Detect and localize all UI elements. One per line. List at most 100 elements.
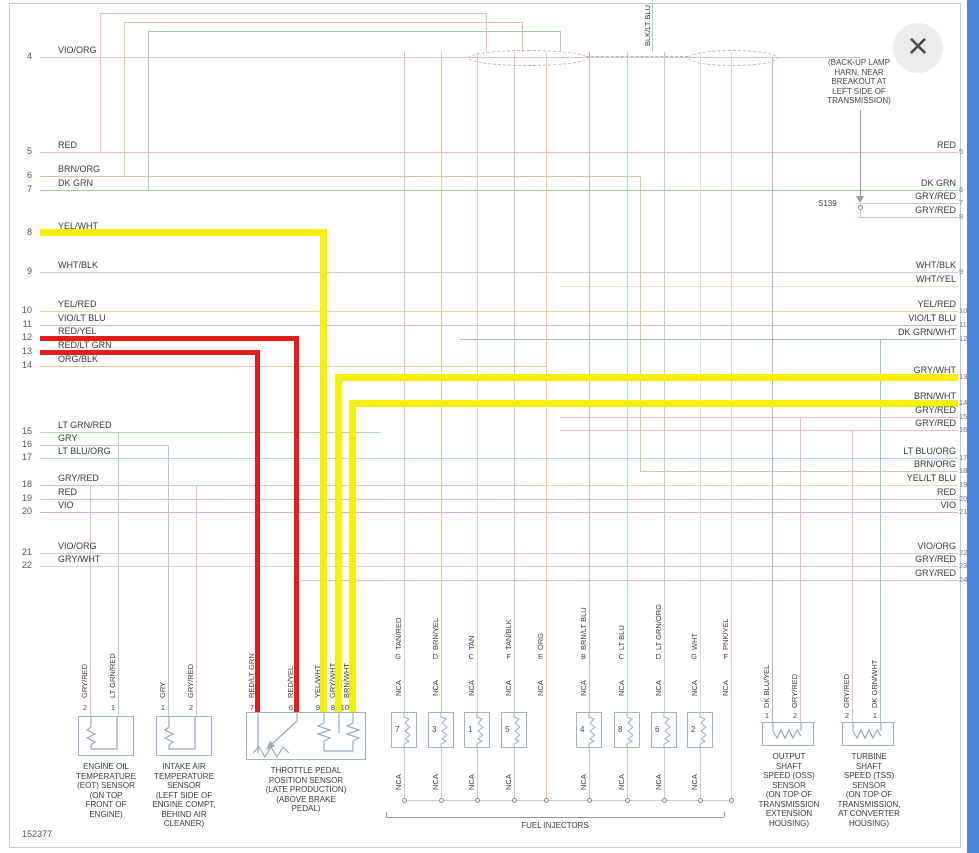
wire-segment-horizontal	[124, 22, 522, 23]
wire-color-label-vertical: BLK/LT BLU	[643, 5, 652, 46]
wire-segment-horizontal	[40, 190, 958, 191]
wire-color-label-vertical: TAN/BLK	[504, 619, 513, 650]
wire-color-label: RED	[936, 487, 956, 497]
wire-segment-vertical	[664, 748, 665, 800]
wire-color-label: YEL/RED	[917, 299, 956, 309]
tss-sensor-box	[842, 722, 894, 746]
injector-coil-icon	[588, 713, 596, 747]
terminal-letter: C	[618, 652, 624, 661]
pin-number: 1	[764, 711, 769, 720]
connector-row-number: 9	[26, 266, 32, 276]
wire-segment-vertical	[441, 748, 442, 800]
eot-sensor-box	[78, 716, 134, 756]
wire-color-label: GRY/WHT	[913, 365, 956, 375]
wire-segment-vertical	[477, 52, 478, 712]
connector-row-number: 20	[21, 506, 32, 516]
injector-box: 5	[501, 712, 527, 748]
nca-label: NCA	[654, 774, 663, 790]
connector-row-number: 22	[21, 560, 32, 570]
wire-segment-horizontal	[386, 817, 724, 818]
nca-label: NCA	[504, 680, 513, 696]
nca-label: NCA	[654, 680, 663, 696]
wire-segment-horizontal	[530, 485, 958, 486]
connector-row-number: 21	[21, 547, 32, 557]
connector-row-number: 8	[959, 212, 964, 221]
wire-segment-vertical	[731, 52, 732, 798]
wire-color-label-vertical: GRY/RED	[790, 673, 799, 708]
connector-row-number: 15	[959, 412, 968, 421]
pin-number: 7	[249, 703, 254, 712]
wire-color-label: GRY/RED	[58, 473, 99, 483]
wire-color-label-vertical: BRN/WHT	[342, 663, 351, 698]
wire-color-label: VIO/ORG	[58, 541, 97, 551]
pin-number: 10	[340, 703, 349, 712]
splice-junction	[729, 798, 734, 803]
wire-color-label: RED	[58, 487, 78, 497]
wire-segment-vertical	[404, 748, 405, 800]
close-icon: ×	[907, 25, 929, 66]
wire-segment-vertical	[627, 52, 628, 712]
wire-color-label: RED/YEL	[58, 326, 97, 336]
window-scrollbar[interactable]	[967, 0, 979, 853]
wire-color-label: LT BLU/ORG	[903, 446, 956, 456]
terminal-letter: F	[723, 652, 728, 661]
harness-bundle-dashed-left	[468, 50, 588, 66]
wire-color-label-vertical: DK GRN/WHT	[870, 659, 879, 708]
connector-row-number: 13	[21, 346, 32, 356]
injector-box: 6	[651, 712, 677, 748]
wire-color-label: VIO	[58, 500, 74, 510]
harness-bundle-dashed-link	[586, 56, 688, 57]
wire-segment-horizontal	[460, 339, 958, 340]
connector-row-number: 13	[959, 372, 968, 381]
wire-color-label: VIO/ORG	[58, 45, 97, 55]
wire-segment-horizontal	[640, 471, 958, 472]
wire-segment-horizontal	[858, 217, 958, 218]
fuel-injectors-label: FUEL INJECTORS	[521, 821, 589, 830]
pin-number: 1	[160, 703, 165, 712]
wire-color-label: WHT/YEL	[915, 274, 956, 284]
backup-lamp-note: (BACK-UP LAMP HARN, NEAR BREAKOUT AT LEF…	[827, 58, 891, 105]
highlighted-wire-vertical	[320, 229, 327, 712]
wire-segment-vertical	[640, 176, 641, 471]
wire-color-label: WHT/BLK	[915, 260, 956, 270]
connector-row-number: 16	[21, 439, 32, 449]
wire-segment-vertical	[148, 31, 149, 190]
injector-coil-icon	[440, 713, 448, 747]
eot-sensor-caption: ENGINE OIL TEMPERATURE (EOT) SENSOR (ON …	[76, 762, 136, 819]
connector-row-number: 6	[26, 170, 32, 180]
wire-segment-horizontal	[40, 566, 530, 567]
wire-segment-horizontal	[40, 176, 640, 177]
pin-number: 2	[792, 711, 797, 720]
wire-segment-horizontal	[40, 458, 958, 459]
wire-segment-horizontal	[404, 800, 731, 801]
connector-row-number: 7	[959, 198, 964, 207]
wire-color-label-vertical: LT BLU	[617, 625, 626, 650]
wire-color-label-vertical: GRY	[158, 681, 167, 698]
wire-color-label-vertical: BRN/LT BLU	[579, 607, 588, 650]
splice-junction	[402, 798, 407, 803]
wire-segment-vertical	[589, 52, 590, 712]
wire-color-label: GRY	[58, 433, 78, 443]
oss-sensor-box	[762, 722, 814, 746]
pin-number: 9	[315, 703, 320, 712]
wire-segment-vertical	[772, 57, 773, 722]
injector-box: 3	[428, 712, 454, 748]
wire-color-label-vertical: PNK/YEL	[721, 618, 730, 650]
wire-segment-vertical	[168, 445, 169, 716]
close-button[interactable]: ×	[893, 23, 943, 73]
injector-number: 3	[432, 725, 437, 734]
nca-label: NCA	[690, 680, 699, 696]
nca-label: NCA	[504, 774, 513, 790]
tss-sensor-caption: TURBINE SHAFT SPEED (TSS) SENSOR (ON TOP…	[837, 752, 901, 828]
splice-junction	[587, 798, 592, 803]
wire-segment-vertical	[118, 432, 119, 716]
connector-row-number: 17	[21, 452, 32, 462]
wire-segment-horizontal	[40, 485, 530, 486]
injector-coil-icon	[403, 713, 411, 747]
splice-junction	[439, 798, 444, 803]
pin-number: 2	[844, 711, 849, 720]
wire-segment-vertical	[514, 748, 515, 800]
wire-color-label-vertical: ORG	[536, 632, 545, 650]
injector-box: 2	[687, 712, 713, 748]
